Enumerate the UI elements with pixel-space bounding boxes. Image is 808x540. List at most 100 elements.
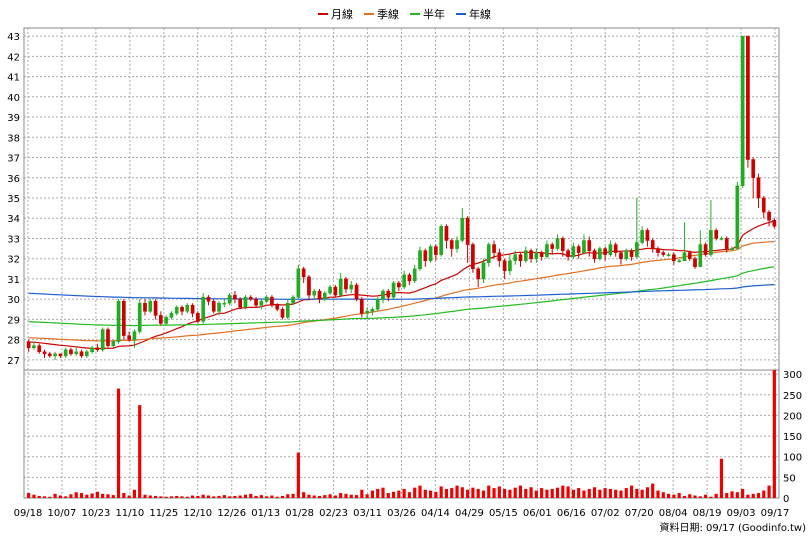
candle-body [439, 226, 444, 255]
volume-bar [254, 495, 258, 498]
volume-bar [513, 487, 517, 498]
volume-bar [323, 495, 327, 498]
volume-bar [201, 494, 205, 498]
candle-body [677, 260, 681, 262]
volume-bar [402, 488, 406, 498]
volume-bar [307, 494, 311, 498]
volume-bar [397, 490, 401, 498]
candle-body [296, 268, 301, 298]
ma-line-3 [28, 284, 775, 300]
price-tick-label: 43 [7, 32, 20, 43]
volume-bar [524, 488, 528, 498]
volume-bar [101, 493, 105, 498]
price-tick-label: 35 [7, 194, 20, 205]
candle-body [106, 329, 110, 346]
candle-body [587, 240, 592, 251]
volume-bar [460, 487, 464, 498]
candle-body [169, 313, 174, 318]
candle-body [127, 335, 131, 340]
volume-bar [185, 496, 189, 498]
volume-bar [360, 489, 364, 498]
volume-bar [614, 489, 618, 498]
candle-body [412, 268, 417, 282]
volume-bar [217, 495, 221, 498]
volume-bar [571, 489, 575, 498]
candle-body [338, 278, 343, 296]
candle-body [58, 353, 63, 357]
volume-bar [122, 493, 126, 498]
candle-body [502, 260, 507, 272]
x-tick-label: 03/26 [387, 508, 416, 519]
volume-bar [74, 492, 78, 498]
volume-bar [746, 494, 750, 498]
volume-bar [577, 488, 581, 498]
moving-average-lines [28, 220, 775, 350]
price-tick-label: 30 [7, 295, 20, 306]
volume-bar [191, 495, 195, 498]
volume-bar [391, 491, 396, 498]
price-tick-label: 29 [7, 315, 20, 326]
candle-body [539, 252, 544, 257]
candle-body [703, 244, 708, 255]
x-tick-label: 01/13 [251, 508, 280, 519]
candle-body [455, 240, 459, 249]
candle-body [26, 341, 31, 348]
candle-body [307, 276, 311, 296]
candle-body [354, 284, 359, 300]
candle-body [566, 250, 570, 257]
x-tick-label: 08/19 [693, 508, 722, 519]
volume-bar [116, 388, 121, 498]
candle-body [359, 298, 364, 314]
volume-tick-label: 100 [783, 453, 802, 464]
candle-body [264, 296, 269, 302]
x-tick-label: 07/20 [625, 508, 654, 519]
volume-bar [48, 496, 52, 498]
candle-body [666, 254, 671, 256]
candle-body [471, 244, 475, 270]
candle-body [724, 238, 729, 249]
volume-bar [386, 493, 390, 498]
x-tick-label: 03/11 [353, 508, 382, 519]
candle-body [190, 304, 195, 314]
candle-body [460, 217, 465, 241]
candle-body [116, 300, 121, 342]
volume-bar [106, 494, 110, 498]
x-tick-label: 12/10 [183, 508, 212, 519]
volume-bar [69, 494, 73, 498]
volume-bar [339, 493, 343, 498]
candle-body [90, 347, 94, 353]
price-tick-label: 32 [7, 255, 20, 266]
candle-body [735, 185, 740, 249]
candle-body [201, 296, 206, 322]
candle-body [317, 290, 322, 300]
candle-body [79, 351, 84, 357]
volume-bar [751, 493, 755, 498]
price-tick-label: 33 [7, 234, 20, 245]
volume-bar [762, 490, 766, 498]
volume-bar [651, 483, 655, 498]
candle-body [365, 311, 369, 314]
candle-body [698, 244, 703, 268]
volume-bar [153, 495, 158, 498]
volume-bar [79, 493, 84, 498]
candle-body [159, 315, 163, 324]
volume-bar [725, 493, 729, 498]
candle-body [751, 159, 756, 179]
candle-body [523, 250, 528, 261]
x-tick-label: 12/26 [217, 508, 246, 519]
candle-body [291, 296, 295, 304]
volume-bar [624, 488, 628, 498]
candle-body [196, 313, 200, 322]
volume-bar [344, 493, 348, 498]
volume-bar [127, 495, 131, 498]
volume-bar [317, 495, 322, 498]
candle-body [148, 300, 153, 312]
candle-body [100, 329, 105, 351]
candle-body [270, 296, 274, 306]
candle-body [391, 282, 396, 298]
volume-bar [518, 485, 523, 498]
volume-bar [196, 495, 200, 498]
ma-line-1 [28, 241, 775, 342]
volume-bar [413, 487, 417, 498]
volume-bar [42, 496, 47, 498]
